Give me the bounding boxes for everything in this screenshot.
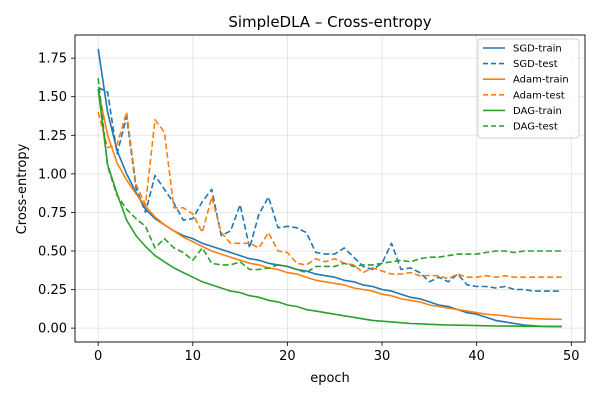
series-line-sgd-test — [97, 86, 562, 292]
x-tick-label: 30 — [374, 349, 391, 364]
series-line-adam-train — [97, 88, 562, 321]
x-tick-label: 0 — [94, 349, 102, 364]
axis-ticks: 0 10 20 30 40 50 0.00 0.25 0.50 0.75 1.00 1.25 1.50 1… — [38, 52, 580, 364]
legend-label-dag-test: DAG-test — [513, 122, 558, 133]
y-tick-label: 0.25 — [38, 283, 67, 298]
legend-label-adam-train: Adam-train — [513, 75, 569, 86]
y-tick-label: 1.75 — [38, 52, 67, 67]
y-tick-label: 0.50 — [38, 244, 67, 259]
y-tick-label: 0.75 — [38, 206, 67, 221]
y-tick-label: 1.25 — [38, 129, 67, 144]
series-line-dag-test — [97, 78, 562, 274]
legend: SGD-train SGD-test Adam-train Adam-test DAG-… — [477, 38, 580, 139]
y-axis-label: Cross-entropy — [15, 143, 30, 234]
x-tick-label: 40 — [468, 349, 485, 364]
series-line-adam-test — [97, 111, 562, 280]
x-axis-label: epoch — [310, 371, 350, 386]
y-tick-label: 1.50 — [38, 90, 67, 105]
plot-frame — [74, 34, 586, 343]
legend-label-adam-test: Adam-test — [513, 90, 565, 101]
y-tick-label: 0.00 — [38, 322, 67, 337]
series-line-dag-train — [97, 88, 562, 328]
x-tick-label: 50 — [563, 349, 580, 364]
legend-label-sgd-train: SGD-train — [513, 44, 562, 55]
x-tick-label: 20 — [279, 349, 296, 364]
plot-series — [97, 48, 562, 328]
legend-label-dag-train: DAG-train — [513, 106, 562, 117]
legend-label-sgd-test: SGD-test — [513, 59, 558, 70]
x-tick-label: 10 — [185, 349, 202, 364]
chart-title: SimpleDLA – Cross-entropy — [228, 13, 431, 31]
y-tick-label: 1.00 — [38, 167, 67, 182]
